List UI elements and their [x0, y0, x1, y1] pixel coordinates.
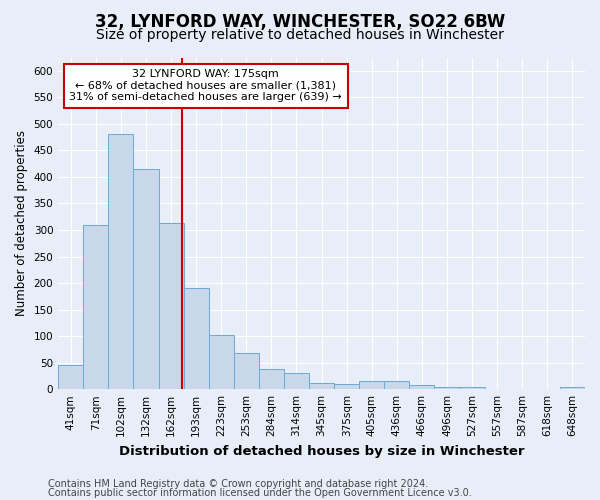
Bar [560, 386, 585, 389]
Bar [209, 334, 234, 389]
Bar [485, 388, 510, 389]
Bar [434, 386, 460, 389]
Bar [158, 223, 184, 389]
Y-axis label: Number of detached properties: Number of detached properties [15, 130, 28, 316]
Bar [234, 353, 259, 389]
Bar [409, 385, 434, 389]
Bar [259, 369, 284, 389]
Bar [133, 169, 158, 389]
Bar [284, 374, 309, 389]
Text: Contains HM Land Registry data © Crown copyright and database right 2024.: Contains HM Land Registry data © Crown c… [48, 479, 428, 489]
Text: 32, LYNFORD WAY, WINCHESTER, SO22 6BW: 32, LYNFORD WAY, WINCHESTER, SO22 6BW [95, 12, 505, 30]
Text: 32 LYNFORD WAY: 175sqm
← 68% of detached houses are smaller (1,381)
31% of semi-: 32 LYNFORD WAY: 175sqm ← 68% of detached… [70, 69, 342, 102]
Bar [309, 383, 334, 389]
X-axis label: Distribution of detached houses by size in Winchester: Distribution of detached houses by size … [119, 444, 524, 458]
Bar [109, 134, 133, 389]
Text: Size of property relative to detached houses in Winchester: Size of property relative to detached ho… [96, 28, 504, 42]
Text: Contains public sector information licensed under the Open Government Licence v3: Contains public sector information licen… [48, 488, 472, 498]
Bar [460, 387, 485, 389]
Bar [359, 381, 385, 389]
Bar [334, 384, 359, 389]
Bar [385, 381, 409, 389]
Bar [535, 388, 560, 389]
Bar [184, 288, 209, 389]
Bar [510, 388, 535, 389]
Bar [58, 366, 83, 389]
Bar [83, 224, 109, 389]
